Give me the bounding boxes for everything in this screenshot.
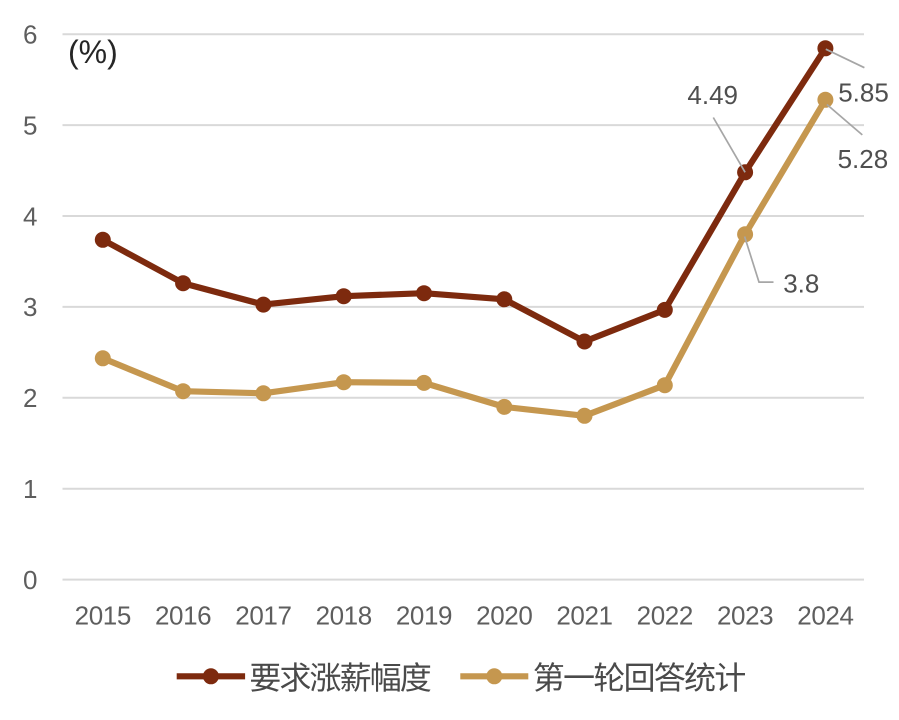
svg-text:2022: 2022 [637, 601, 693, 631]
svg-text:0: 0 [23, 565, 37, 595]
svg-text:6: 6 [23, 20, 37, 50]
svg-text:5.28: 5.28 [838, 144, 889, 174]
svg-text:2024: 2024 [797, 601, 853, 631]
svg-text:(%): (%) [68, 34, 118, 70]
svg-text:2016: 2016 [155, 601, 211, 631]
svg-text:2019: 2019 [396, 601, 452, 631]
svg-text:2018: 2018 [316, 601, 372, 631]
svg-text:1: 1 [23, 474, 37, 504]
svg-text:2023: 2023 [717, 601, 773, 631]
svg-text:4.49: 4.49 [687, 80, 738, 110]
svg-text:2021: 2021 [556, 601, 612, 631]
svg-text:5: 5 [23, 110, 37, 140]
svg-text:3: 3 [23, 292, 37, 322]
svg-text:2: 2 [23, 383, 37, 413]
svg-text:4: 4 [23, 201, 37, 231]
svg-text:3.8: 3.8 [783, 268, 819, 298]
svg-text:2020: 2020 [476, 601, 532, 631]
svg-text:5.85: 5.85 [838, 77, 889, 107]
svg-text:2017: 2017 [235, 601, 291, 631]
svg-text:2015: 2015 [75, 601, 131, 631]
